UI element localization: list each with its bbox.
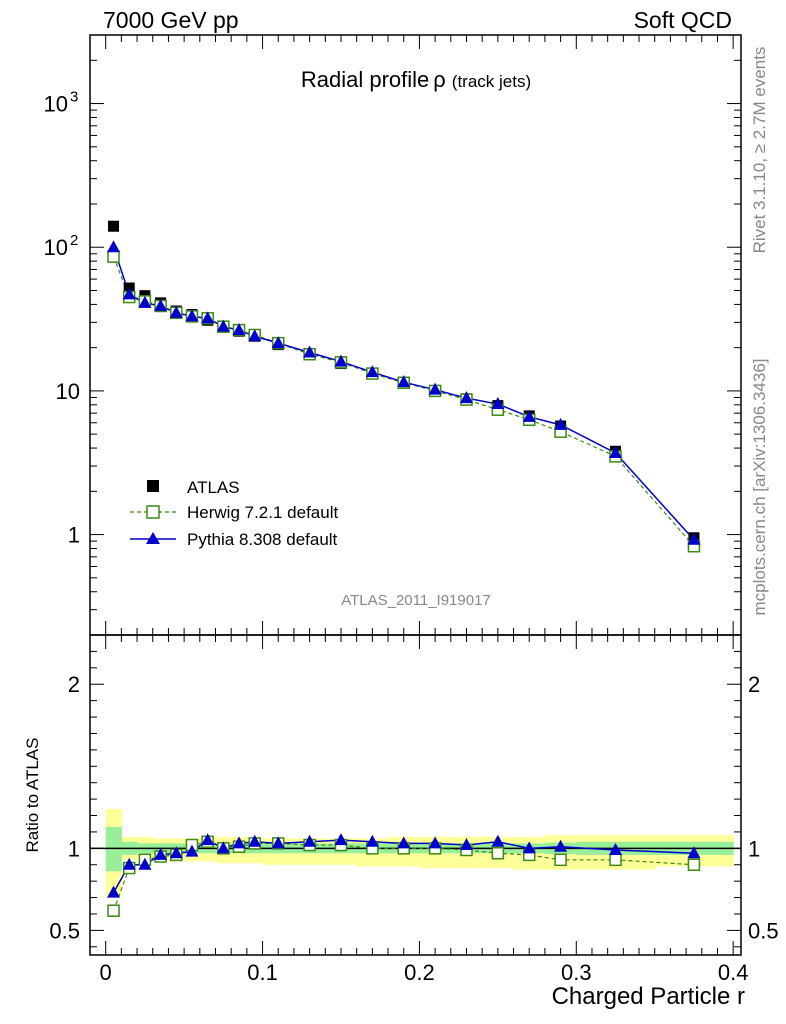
header-right: Soft QCD xyxy=(634,7,732,33)
pythia-main-point xyxy=(554,417,568,430)
y-tick-label-main: 10 xyxy=(56,379,80,404)
y-tick-label-ratio-right: 2 xyxy=(748,672,760,697)
pythia-ratio-point xyxy=(169,846,183,859)
ratio-panel-frame xyxy=(89,634,742,956)
side-text-bottom: mcplots.cern.ch [arXiv:1306.3436] xyxy=(750,358,769,615)
side-text-top: Rivet 3.1.10, ≥ 2.7M events xyxy=(750,47,769,254)
x-tick-label: 0.4 xyxy=(718,960,749,985)
pythia-main-point xyxy=(397,375,411,388)
ratio-y-axis-label: Ratio to ATLAS xyxy=(23,738,42,853)
title-symbol: ρ xyxy=(433,67,446,92)
atlas-data-point xyxy=(108,220,120,232)
legend-label-herwig: Herwig 7.2.1 default xyxy=(187,503,338,522)
y-tick-label-ratio: 2 xyxy=(68,672,80,697)
pythia-ratio-point xyxy=(107,885,121,898)
pythia-ratio-point xyxy=(138,857,152,870)
series-layer xyxy=(107,220,701,917)
legend-marker-pythia xyxy=(146,532,160,544)
pythia-ratio-point xyxy=(271,836,285,849)
legend-label-atlas: ATLAS xyxy=(187,478,240,497)
pythia-main-point xyxy=(154,298,168,311)
herwig-ratio-line xyxy=(112,841,694,911)
ratio-band-inner xyxy=(105,827,122,872)
pythia-main-point xyxy=(201,311,215,324)
x-tick-label: 0 xyxy=(100,960,112,985)
pythia-ratio-point xyxy=(609,842,623,855)
pythia-main-line xyxy=(112,246,695,541)
x-axis-label: Charged Particle r xyxy=(552,983,745,1010)
legend-marker-atlas xyxy=(147,480,159,492)
pythia-main-point xyxy=(271,336,285,349)
y-tick-label-ratio: 0.5 xyxy=(49,918,80,943)
y-tick-label-main: 1 xyxy=(68,523,80,548)
x-tick-label: 0.3 xyxy=(561,960,592,985)
pythia-main-point xyxy=(334,354,348,367)
pythia-main-point xyxy=(248,329,262,342)
y-tick-label-ratio-right: 0.5 xyxy=(748,918,779,943)
pythia-main-point xyxy=(459,391,473,404)
x-tick-label: 0.2 xyxy=(404,960,435,985)
herwig-ratio-point xyxy=(491,847,505,860)
ratio-axis-ticks: 0 0.1 0.2 0.3 0.4 0.5 0.5 1 1 2 2 xyxy=(49,634,779,985)
pythia-main-point xyxy=(365,365,379,378)
pythia-ratio-point xyxy=(303,834,317,847)
title-text: Radial profile xyxy=(301,67,429,92)
pythia-main-point xyxy=(491,397,505,410)
pythia-ratio-point xyxy=(522,841,536,854)
pythia-ratio-point xyxy=(687,846,701,859)
pythia-main-point xyxy=(687,532,701,545)
pythia-ratio-line xyxy=(112,839,694,894)
pythia-main-point xyxy=(138,295,152,308)
legend: ATLAS Herwig 7.2.1 default Pythia 8.308 … xyxy=(130,478,338,549)
y-tick-label-ratio-right: 1 xyxy=(748,836,760,861)
herwig-main-point xyxy=(107,250,120,263)
pythia-main-point xyxy=(303,345,317,358)
pythia-ratio-point xyxy=(232,836,246,849)
pythia-main-point xyxy=(185,309,199,322)
pythia-main-point xyxy=(216,319,230,332)
pythia-ratio-point xyxy=(491,834,505,847)
pythia-ratio-point xyxy=(185,844,199,857)
pythia-ratio-point xyxy=(554,839,568,852)
y-tick-label-main: 10 xyxy=(44,92,68,117)
y-tick-label-ratio: 1 xyxy=(68,836,80,861)
legend-marker-herwig xyxy=(146,505,160,519)
pythia-ratio-point xyxy=(154,847,168,860)
x-tick-label: 0.1 xyxy=(247,960,278,985)
pythia-ratio-point xyxy=(248,834,262,847)
herwig-ratio-point xyxy=(554,853,567,867)
pythia-ratio-point xyxy=(397,836,411,849)
pythia-main-point xyxy=(232,323,246,336)
pythia-main-point xyxy=(428,382,442,395)
pythia-main-point xyxy=(609,445,623,458)
title-suffix: (track jets) xyxy=(452,72,531,91)
herwig-ratio-point xyxy=(107,904,120,917)
pythia-main-point xyxy=(122,287,136,300)
y-tick-label-exponent: 2 xyxy=(70,232,78,249)
y-tick-label-main: 10 xyxy=(44,235,68,260)
pythia-main-point xyxy=(522,409,536,422)
pythia-ratio-point xyxy=(459,838,473,851)
y-tick-label-exponent: 3 xyxy=(70,89,78,106)
header-left: 7000 GeV pp xyxy=(103,7,239,33)
herwig-ratio-point xyxy=(609,853,622,867)
pythia-ratio-point xyxy=(428,836,442,849)
pythia-ratio-point xyxy=(365,834,379,847)
pythia-ratio-point xyxy=(122,857,136,870)
analysis-tag: ATLAS_2011_I919017 xyxy=(341,592,491,609)
legend-label-pythia: Pythia 8.308 default xyxy=(187,530,338,549)
pythia-main-point xyxy=(107,240,121,253)
pythia-ratio-point xyxy=(216,841,230,854)
pythia-ratio-point xyxy=(201,833,215,846)
main-title: Radial profile ρ (track jets) xyxy=(301,67,531,92)
pythia-main-point xyxy=(169,305,183,318)
pythia-ratio-point xyxy=(334,833,348,846)
herwig-ratio-point xyxy=(687,858,701,871)
